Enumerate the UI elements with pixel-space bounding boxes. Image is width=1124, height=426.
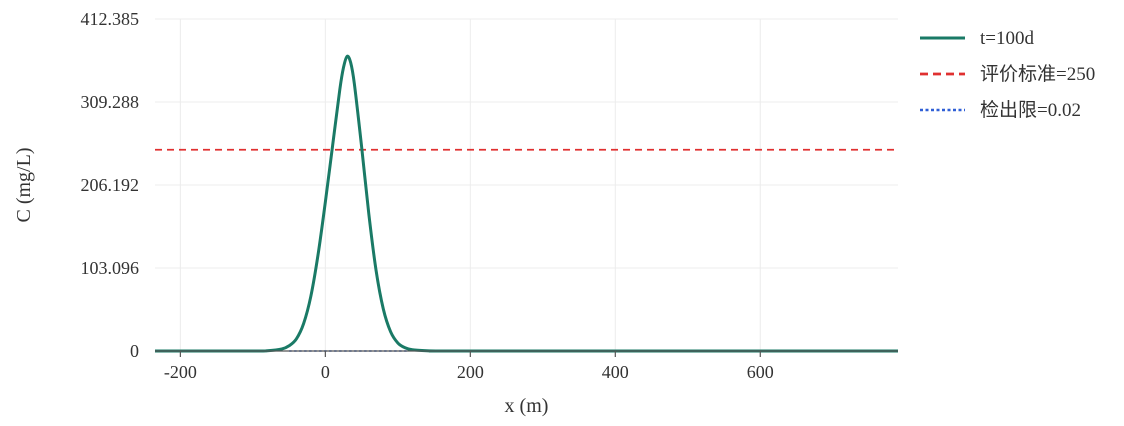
y-tick-label: 103.096 [81, 258, 140, 278]
y-tick-label: 0 [130, 341, 139, 361]
legend-label: 评价标准=250 [980, 63, 1095, 85]
x-tick-label: 0 [321, 362, 330, 382]
plot-area [154, 54, 898, 353]
series-line [154, 54, 898, 353]
grid-lines [155, 18, 898, 351]
x-axis-ticks: -200 0 200 400 600 [164, 351, 774, 382]
y-tick-label: 309.288 [81, 92, 140, 112]
x-tick-label: 600 [747, 362, 774, 382]
y-axis-ticks: 0 103.096 206.192 309.288 412.385 [81, 9, 140, 361]
legend-item[interactable]: 检出限=0.02 [920, 99, 1081, 121]
legend-item[interactable]: 评价标准=250 [920, 63, 1095, 85]
x-axis-title: x (m) [505, 395, 549, 417]
y-tick-label: 206.192 [81, 175, 140, 195]
legend[interactable]: t=100d 评价标准=250 检出限=0.02 [920, 28, 1095, 121]
x-tick-label: 200 [457, 362, 484, 382]
y-tick-label: 412.385 [81, 9, 140, 29]
legend-label: 检出限=0.02 [980, 99, 1081, 121]
x-tick-label: -200 [164, 362, 197, 382]
y-axis-title: C (mg/L) [13, 148, 35, 223]
legend-label: t=100d [980, 28, 1034, 49]
legend-item[interactable]: t=100d [920, 28, 1034, 49]
x-tick-label: 400 [602, 362, 629, 382]
